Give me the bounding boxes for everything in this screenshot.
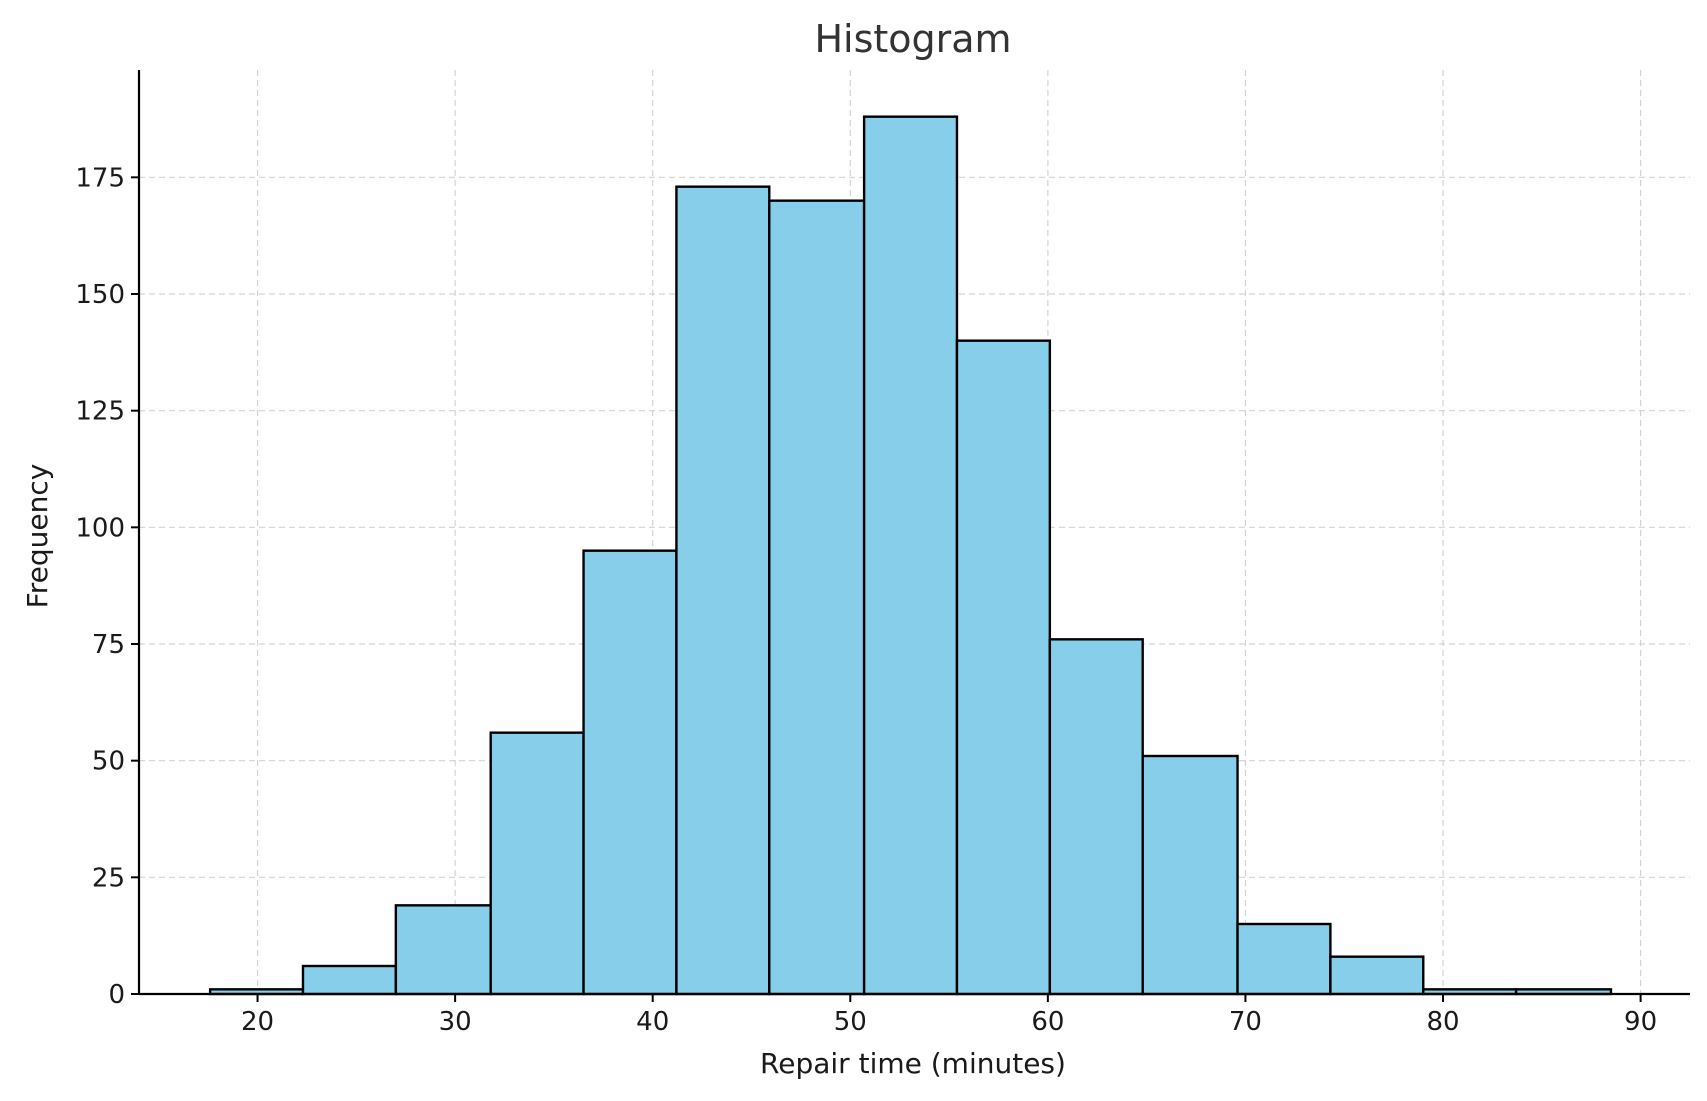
x-tick-label-50: 50 — [834, 1007, 867, 1037]
histogram-bar-7 — [768, 199, 866, 996]
histogram-bar-12 — [1236, 922, 1332, 996]
chart-title: Histogram — [814, 17, 1011, 61]
y-tick-label-50: 50 — [92, 747, 125, 777]
y-tick-label-150: 150 — [75, 280, 125, 310]
histogram-bar-4 — [489, 731, 585, 996]
x-axis-label: Repair time (minutes) — [760, 1047, 1066, 1080]
histogram-bars — [208, 115, 1613, 996]
x-tick-label-30: 30 — [439, 1007, 472, 1037]
histogram-bar-9 — [955, 339, 1052, 996]
y-tick-label-0: 0 — [108, 980, 125, 1010]
y-tick-label-125: 125 — [75, 397, 125, 427]
y-tick-label-75: 75 — [92, 630, 125, 660]
y-tick-label-25: 25 — [92, 863, 125, 893]
axis-ticks: 20 30 40 50 60 70 80 90 0 25 50 75 100 125 150 175 — [75, 163, 1657, 1037]
x-tick-label-80: 80 — [1426, 1007, 1459, 1037]
histogram-bar-10 — [1048, 638, 1144, 996]
histogram-bar-11 — [1141, 754, 1239, 996]
histogram-bar-5 — [582, 549, 678, 996]
x-tick-label-60: 60 — [1031, 1007, 1064, 1037]
x-tick-label-70: 70 — [1229, 1007, 1262, 1037]
histogram-bar-13 — [1329, 955, 1425, 996]
y-axis-label: Frequency — [21, 464, 54, 609]
histogram-bar-6 — [675, 185, 771, 996]
y-tick-label-175: 175 — [75, 163, 125, 193]
x-tick-label-90: 90 — [1624, 1007, 1657, 1037]
x-tick-label-40: 40 — [636, 1007, 669, 1037]
x-tick-label-20: 20 — [241, 1007, 274, 1037]
histogram-bar-8 — [862, 115, 959, 996]
histogram-bar-3 — [394, 904, 492, 996]
y-tick-label-100: 100 — [75, 513, 125, 543]
histogram-bar-2 — [301, 964, 398, 996]
